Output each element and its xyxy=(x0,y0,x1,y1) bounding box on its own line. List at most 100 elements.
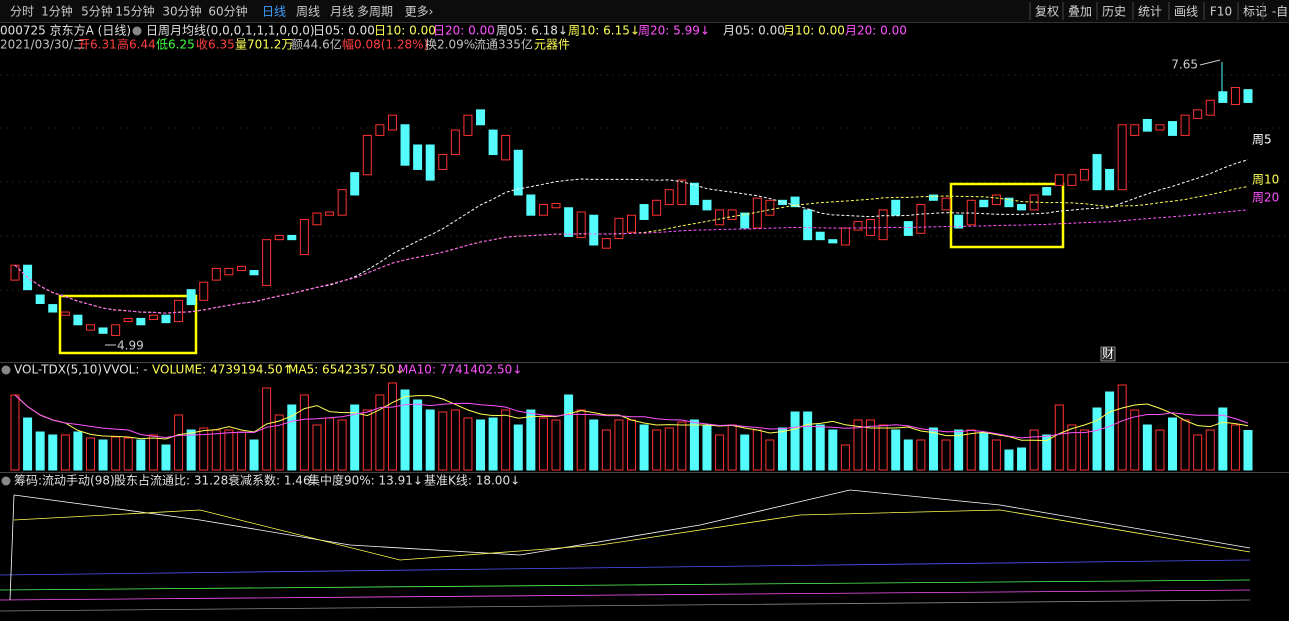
tab[interactable]: 30分钟 xyxy=(162,4,201,19)
volume-bar xyxy=(387,382,397,471)
volume-bar xyxy=(1054,404,1064,471)
volume-bar xyxy=(450,409,460,471)
quote-item: 幅0.08(1.28%) xyxy=(342,37,428,52)
volume-bar xyxy=(790,411,800,471)
quote-item: 开6.31 xyxy=(78,38,117,52)
volume-bar xyxy=(1067,424,1077,471)
toolbar-button[interactable]: 复权 xyxy=(1035,5,1059,19)
quote-item: 量701.2万 xyxy=(235,38,293,52)
tab[interactable]: 日线 xyxy=(262,5,286,19)
candle-up xyxy=(677,179,687,206)
toolbar-button[interactable]: 标记 xyxy=(1243,5,1267,19)
candle-up xyxy=(840,227,850,246)
volume-bar xyxy=(463,417,473,471)
volume-bar xyxy=(23,417,33,471)
volume-bar xyxy=(501,409,511,471)
candle-up xyxy=(601,238,611,249)
tab[interactable]: 5分钟 xyxy=(81,4,113,19)
candle-up xyxy=(1117,124,1127,191)
candle-up xyxy=(299,218,309,256)
volume-bar xyxy=(425,409,435,471)
candle-up xyxy=(463,114,473,136)
volume-bar xyxy=(1092,407,1102,471)
volume-bar xyxy=(438,411,448,471)
candle-down xyxy=(425,144,435,181)
ma-label: 周10 xyxy=(1252,173,1279,187)
candle-down xyxy=(777,199,787,206)
volume-bar xyxy=(249,439,259,471)
volume-bar xyxy=(752,429,762,471)
candle-down xyxy=(476,109,486,126)
candle-up xyxy=(337,189,347,216)
volume-bar xyxy=(312,424,322,471)
toolbar-button[interactable]: 画线 xyxy=(1174,5,1198,19)
volume-bar xyxy=(828,429,838,471)
toolbar-button[interactable]: 统计 xyxy=(1138,5,1162,19)
toolbar-button[interactable]: 历史 xyxy=(1102,5,1126,19)
toolbar-button[interactable]: 叠加 xyxy=(1068,5,1092,19)
volume-bar xyxy=(488,417,498,471)
tab[interactable]: 月线 xyxy=(330,5,354,19)
tab[interactable]: 60分钟 xyxy=(208,4,247,19)
volume-bar xyxy=(1079,429,1089,471)
tab[interactable]: 分时 xyxy=(10,5,34,19)
quote-item: 2021/03/30/二 xyxy=(0,38,85,52)
volume-bar xyxy=(551,419,561,471)
chip-line xyxy=(0,559,1251,576)
candle-up xyxy=(312,212,322,226)
toolbar xyxy=(0,0,1289,22)
tab[interactable]: 多周期 xyxy=(357,5,393,19)
volume-bar xyxy=(903,439,913,471)
candle-up xyxy=(1155,124,1165,131)
tab[interactable]: 15分钟 xyxy=(115,4,154,19)
quote-item: 换2.09% xyxy=(425,38,475,52)
candle-up xyxy=(1230,87,1240,106)
candle-up xyxy=(727,209,737,220)
settings-icon[interactable] xyxy=(1,476,11,486)
volume-bar xyxy=(287,404,297,471)
settings-icon[interactable] xyxy=(132,26,142,36)
tab[interactable]: 更多› xyxy=(405,5,434,19)
chip-header: 基准K线: 18.00↓ xyxy=(424,474,520,488)
candle-down xyxy=(815,231,825,241)
volume-bar xyxy=(840,444,850,471)
volume-bar xyxy=(677,421,687,471)
candle-down xyxy=(1042,187,1052,196)
candle-up xyxy=(664,189,674,206)
chip-line xyxy=(13,509,1251,561)
candle-up xyxy=(387,114,397,131)
tab[interactable]: 周线 xyxy=(296,5,320,19)
volume-bar xyxy=(954,429,964,471)
volume-bar xyxy=(777,427,787,471)
settings-icon[interactable] xyxy=(1,365,11,375)
volume-bar xyxy=(1105,391,1115,471)
candle-down xyxy=(589,214,599,246)
volume-bar xyxy=(1017,447,1027,471)
toolbar-button[interactable]: F10 xyxy=(1210,5,1232,19)
chip-line xyxy=(9,494,15,601)
volume-bar xyxy=(85,437,95,471)
volume-bar xyxy=(136,439,146,471)
candle-down xyxy=(1218,91,1228,103)
volume-bar xyxy=(979,432,989,471)
candle-up xyxy=(538,204,548,216)
candle-down xyxy=(891,199,901,216)
volume-bar xyxy=(991,439,1001,471)
candle-up xyxy=(1079,168,1089,181)
volume-bar xyxy=(35,431,45,471)
highlight-box xyxy=(58,294,198,355)
volume-bar xyxy=(1117,384,1127,471)
volume-bar xyxy=(211,429,221,471)
candle-down xyxy=(136,317,146,326)
candle-down xyxy=(249,270,259,276)
info-item: 日20: 0.00 xyxy=(433,24,495,38)
volume-bar xyxy=(224,429,234,471)
candle-up xyxy=(1205,99,1215,116)
volume-bar xyxy=(73,431,83,471)
toolbar-button[interactable]: -自 xyxy=(1272,5,1288,19)
candle-up xyxy=(111,324,121,336)
volume-bar xyxy=(1004,449,1014,471)
candle-down xyxy=(1105,168,1115,191)
tab[interactable]: 1分钟 xyxy=(41,4,73,19)
event-tag[interactable]: 财 xyxy=(1102,347,1114,361)
